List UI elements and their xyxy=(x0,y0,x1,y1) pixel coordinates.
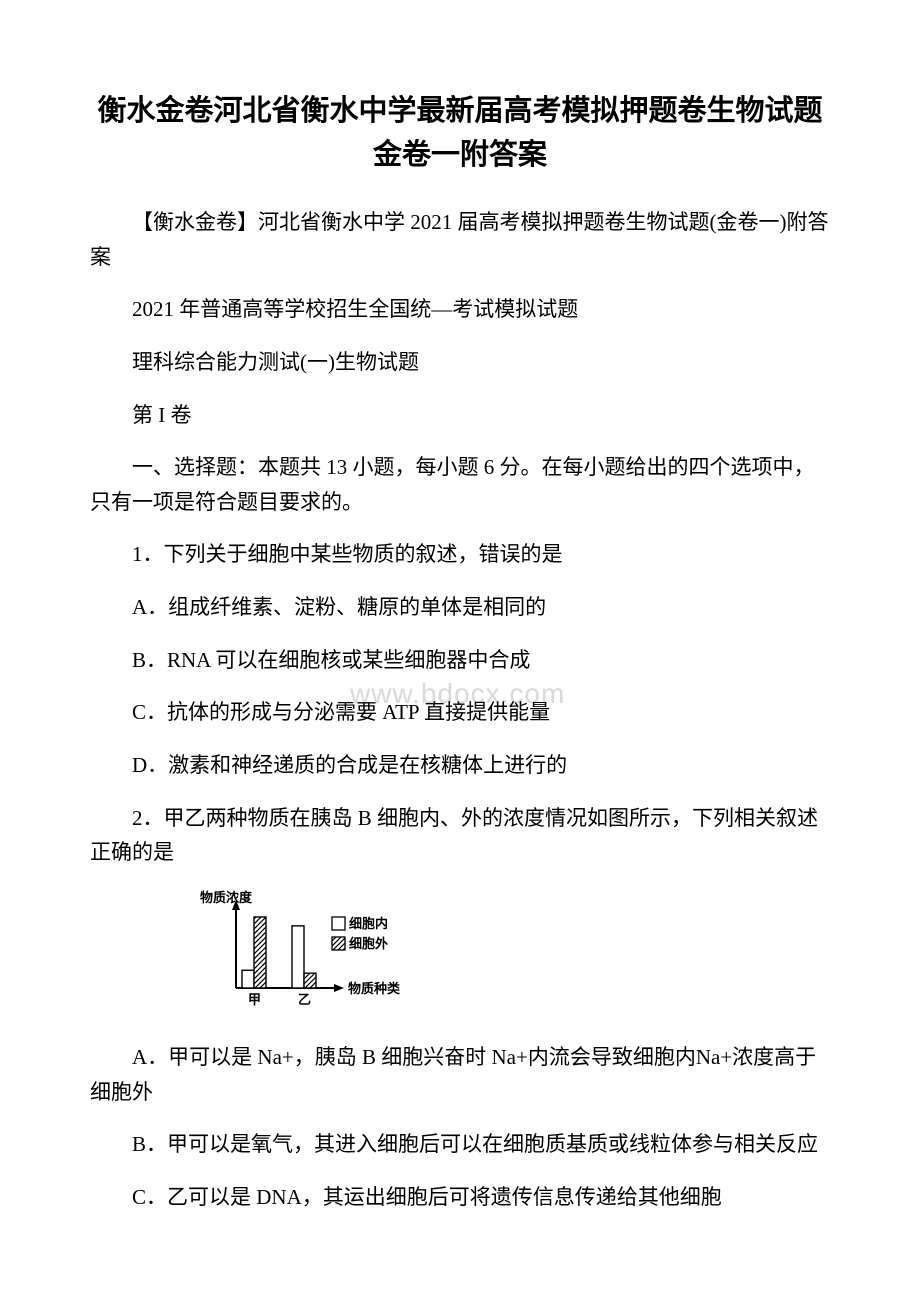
svg-text:甲: 甲 xyxy=(248,992,261,1007)
svg-text:物质浓度: 物质浓度 xyxy=(200,890,253,905)
q2-option-a: A．甲可以是 Na+，胰岛 B 细胞兴奋时 Na+内流会导致细胞内Na+浓度高于… xyxy=(90,1040,830,1109)
q2-chart: 物质浓度物质种类甲 乙 细胞内细胞外 xyxy=(190,888,830,1018)
q2-option-c: C．乙可以是 DNA，其运出细胞后可将遗传信息传递给其他细胞 xyxy=(90,1180,830,1215)
q1-option-c: C．抗体的形成与分泌需要 ATP 直接提供能量 xyxy=(90,695,830,730)
svg-text:乙: 乙 xyxy=(298,992,311,1007)
intro-paragraph: 【衡水金卷】河北省衡水中学 2021 届高考模拟押题卷生物试题(金卷一)附答案 xyxy=(90,205,830,274)
q1-stem: 1．下列关于细胞中某些物质的叙述，错误的是 xyxy=(90,537,830,572)
exam-line: 2021 年普通高等学校招生全国统—考试模拟试题 xyxy=(90,292,830,327)
svg-text:细胞外: 细胞外 xyxy=(349,936,388,951)
bar-chart-svg: 物质浓度物质种类甲 乙 细胞内细胞外 xyxy=(190,888,420,1018)
svg-text:物质种类: 物质种类 xyxy=(348,981,401,996)
instructions: 一、选择题：本题共 13 小题，每小题 6 分。在每小题给出的四个选项中，只有一… xyxy=(90,450,830,519)
svg-text:细胞内: 细胞内 xyxy=(349,916,388,931)
section-label: 第 I 卷 xyxy=(90,398,830,433)
subject-line: 理科综合能力测试(一)生物试题 xyxy=(90,345,830,380)
q2-option-b: B．甲可以是氧气，其进入细胞后可以在细胞质基质或线粒体参与相关反应 xyxy=(90,1127,830,1162)
document-title: 衡水金卷河北省衡水中学最新届高考模拟押题卷生物试题金卷一附答案 xyxy=(90,90,830,177)
q1-option-b: B．RNA 可以在细胞核或某些细胞器中合成 xyxy=(90,643,830,678)
q1-option-a: A．组成纤维素、淀粉、糖原的单体是相同的 xyxy=(90,590,830,625)
q2-stem: 2．甲乙两种物质在胰岛 B 细胞内、外的浓度情况如图所示，下列相关叙述正确的是 xyxy=(90,801,830,870)
q1-option-d: D．激素和神经递质的合成是在核糖体上进行的 xyxy=(90,748,830,783)
